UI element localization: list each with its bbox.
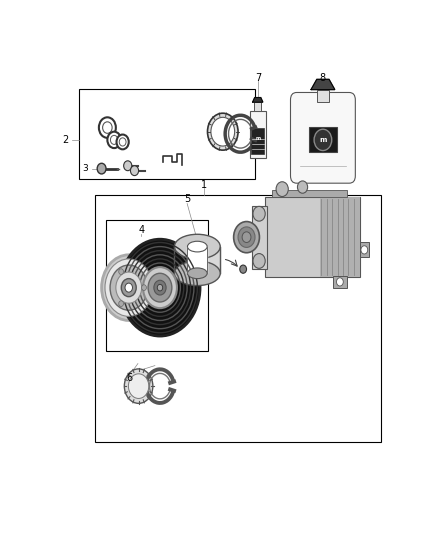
Bar xyxy=(106,220,208,351)
Text: 1: 1 xyxy=(201,180,207,190)
Circle shape xyxy=(107,132,121,148)
Text: m: m xyxy=(319,137,327,143)
Circle shape xyxy=(242,232,251,243)
Bar xyxy=(333,276,347,288)
Circle shape xyxy=(102,255,156,320)
Circle shape xyxy=(105,259,152,317)
Circle shape xyxy=(124,369,153,403)
Circle shape xyxy=(125,283,132,292)
Text: 8: 8 xyxy=(320,74,326,83)
Circle shape xyxy=(128,374,149,399)
Ellipse shape xyxy=(174,235,220,259)
Text: 2: 2 xyxy=(62,135,68,145)
Bar xyxy=(78,88,255,179)
Bar xyxy=(272,190,346,197)
Circle shape xyxy=(336,278,343,286)
Ellipse shape xyxy=(187,241,207,252)
Text: 7: 7 xyxy=(255,74,261,83)
FancyBboxPatch shape xyxy=(290,93,355,183)
Circle shape xyxy=(141,285,146,290)
Circle shape xyxy=(253,206,265,221)
Ellipse shape xyxy=(187,268,207,279)
Bar xyxy=(251,206,267,269)
Circle shape xyxy=(99,117,116,138)
Circle shape xyxy=(116,272,141,303)
Text: 3: 3 xyxy=(82,164,88,173)
Circle shape xyxy=(211,117,235,146)
Circle shape xyxy=(276,182,288,197)
Circle shape xyxy=(97,163,106,174)
Bar xyxy=(309,127,337,152)
Circle shape xyxy=(117,134,129,149)
Polygon shape xyxy=(174,247,220,273)
Circle shape xyxy=(110,135,118,144)
Circle shape xyxy=(124,161,132,171)
Circle shape xyxy=(148,273,172,302)
Circle shape xyxy=(119,269,124,274)
Circle shape xyxy=(238,227,255,247)
Circle shape xyxy=(240,265,247,273)
Circle shape xyxy=(121,279,136,297)
Circle shape xyxy=(119,301,124,306)
Text: 4: 4 xyxy=(138,225,145,235)
Ellipse shape xyxy=(174,261,220,286)
Circle shape xyxy=(233,222,259,253)
Circle shape xyxy=(143,267,177,308)
Bar xyxy=(250,111,265,158)
Polygon shape xyxy=(253,98,263,102)
Circle shape xyxy=(297,181,307,193)
Circle shape xyxy=(253,254,265,268)
Text: 5: 5 xyxy=(184,195,190,204)
Circle shape xyxy=(131,166,138,175)
Bar xyxy=(317,90,329,102)
Bar xyxy=(254,102,261,111)
Text: 6: 6 xyxy=(127,373,132,383)
Bar xyxy=(251,127,264,154)
FancyBboxPatch shape xyxy=(265,197,360,277)
Circle shape xyxy=(314,129,332,150)
Circle shape xyxy=(208,113,238,150)
Circle shape xyxy=(110,265,148,310)
Circle shape xyxy=(154,280,166,295)
Bar xyxy=(320,197,360,277)
Polygon shape xyxy=(311,79,335,90)
Text: m: m xyxy=(255,136,260,141)
Circle shape xyxy=(102,122,112,133)
Circle shape xyxy=(120,239,200,336)
Circle shape xyxy=(119,138,126,146)
Bar xyxy=(95,195,381,441)
Bar xyxy=(360,243,369,257)
Circle shape xyxy=(361,246,368,254)
Circle shape xyxy=(157,284,162,291)
Polygon shape xyxy=(187,247,207,273)
